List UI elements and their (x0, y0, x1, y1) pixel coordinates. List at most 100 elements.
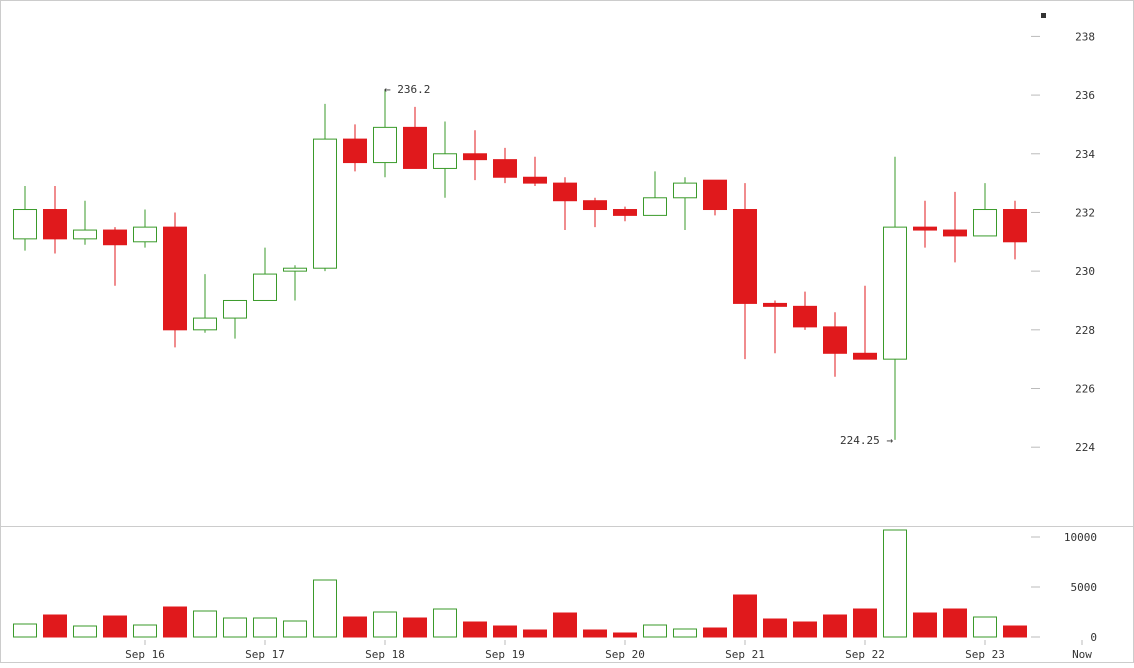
volume-bar-down (343, 616, 367, 638)
volume-bar-down (913, 612, 937, 638)
candle-body-down (163, 226, 187, 331)
candle (343, 124, 367, 172)
candle-body-down (943, 229, 967, 237)
candle (703, 179, 727, 216)
candle (523, 156, 547, 187)
volume-bar-down (493, 625, 517, 638)
candle (553, 177, 577, 231)
candle (763, 300, 787, 354)
volume-bar-up (13, 623, 37, 638)
volume-bar-up (313, 579, 337, 638)
volume-bars (13, 529, 1027, 638)
candle (853, 285, 877, 360)
volume-axis: 0 5000 10000 (1031, 531, 1097, 644)
volume-bar-up (673, 628, 697, 638)
candle-body-down (703, 179, 727, 211)
candle-body-down (493, 159, 517, 178)
candle-body-up (373, 126, 397, 164)
candle (103, 227, 127, 286)
volume-bar-down (553, 612, 577, 638)
volume-bar-down (583, 629, 607, 638)
volume-bar-down (703, 627, 727, 638)
candle (223, 299, 247, 339)
candle (133, 209, 157, 248)
candle-body-up (883, 226, 907, 360)
x-tick-label: Sep 22 (845, 648, 885, 661)
volume-bar-up (73, 625, 97, 638)
volume-bar-up (253, 617, 277, 638)
candle-body-down (103, 229, 127, 246)
candle (823, 312, 847, 377)
x-tick-label: Sep 21 (725, 648, 765, 661)
x-tick-label: Now (1072, 648, 1092, 661)
candle-body-down (1003, 209, 1027, 243)
candle-body-down (733, 209, 757, 304)
volume-bar-down (463, 621, 487, 638)
candle (373, 89, 397, 178)
candle-body-down (553, 182, 577, 202)
candle (613, 206, 637, 222)
candle (583, 197, 607, 228)
volume-bar-down (613, 632, 637, 638)
volume-bar-up (133, 624, 157, 638)
candle (433, 121, 457, 198)
corner-marker-icon (1041, 13, 1046, 18)
candle (973, 183, 997, 237)
volume-bar-up (283, 620, 307, 638)
candle-body-down (463, 153, 487, 161)
volume-bar-up (193, 610, 217, 638)
candle (403, 106, 427, 169)
volume-bar-up (883, 529, 907, 638)
candle (463, 130, 487, 181)
candle-body-up (673, 182, 697, 199)
candle-body-up (193, 317, 217, 331)
volume-tick-label: 0 (1090, 631, 1097, 644)
candle (73, 200, 97, 245)
candle-body-down (403, 126, 427, 169)
price-tick-label: 236 (1075, 89, 1095, 102)
candle-body-up (73, 229, 97, 240)
price-tick-label: 232 (1075, 206, 1095, 219)
candle-body-down (43, 209, 67, 240)
volume-bar-down (103, 615, 127, 638)
volume-bar-up (433, 608, 457, 638)
volume-bar-down (163, 606, 187, 638)
candle (943, 191, 967, 263)
x-axis: Sep 16 Sep 17 Sep 18 Sep 19 Sep 20 Sep 21 Sep … (125, 640, 1092, 661)
candle-body-up (433, 153, 457, 169)
candle (253, 247, 277, 301)
volume-bar-down (43, 614, 67, 638)
candle-body-down (823, 326, 847, 354)
candle-body-up (253, 273, 277, 301)
candle-body-down (343, 138, 367, 164)
x-tick-label: Sep 19 (485, 648, 525, 661)
volume-panel-frame (0, 526, 1134, 663)
candle (733, 183, 757, 360)
candle (793, 291, 817, 330)
candle-body-down (613, 209, 637, 216)
candle-body-down (583, 200, 607, 211)
price-tick-label: 226 (1075, 383, 1095, 396)
candle (283, 265, 307, 301)
candle (43, 186, 67, 254)
price-axis: 224 226 228 230 232 234 236 238 (1031, 30, 1095, 454)
candle-body-up (223, 299, 247, 319)
x-tick-label: Sep 18 (365, 648, 405, 661)
volume-bar-down (943, 608, 967, 638)
price-tick-label: 224 (1075, 441, 1095, 454)
candle-body-down (853, 352, 877, 360)
price-tick-label: 228 (1075, 324, 1095, 337)
candle-body-down (793, 305, 817, 328)
candle (493, 147, 517, 184)
candle-body-up (283, 267, 307, 272)
volume-bar-down (1003, 625, 1027, 638)
volume-bar-down (403, 617, 427, 638)
price-tick-label: 234 (1075, 148, 1095, 161)
candle (673, 177, 697, 231)
volume-tick-label: 10000 (1064, 531, 1097, 544)
candle (913, 200, 937, 248)
volume-tick-label: 5000 (1071, 581, 1098, 594)
candle-body-down (763, 302, 787, 307)
